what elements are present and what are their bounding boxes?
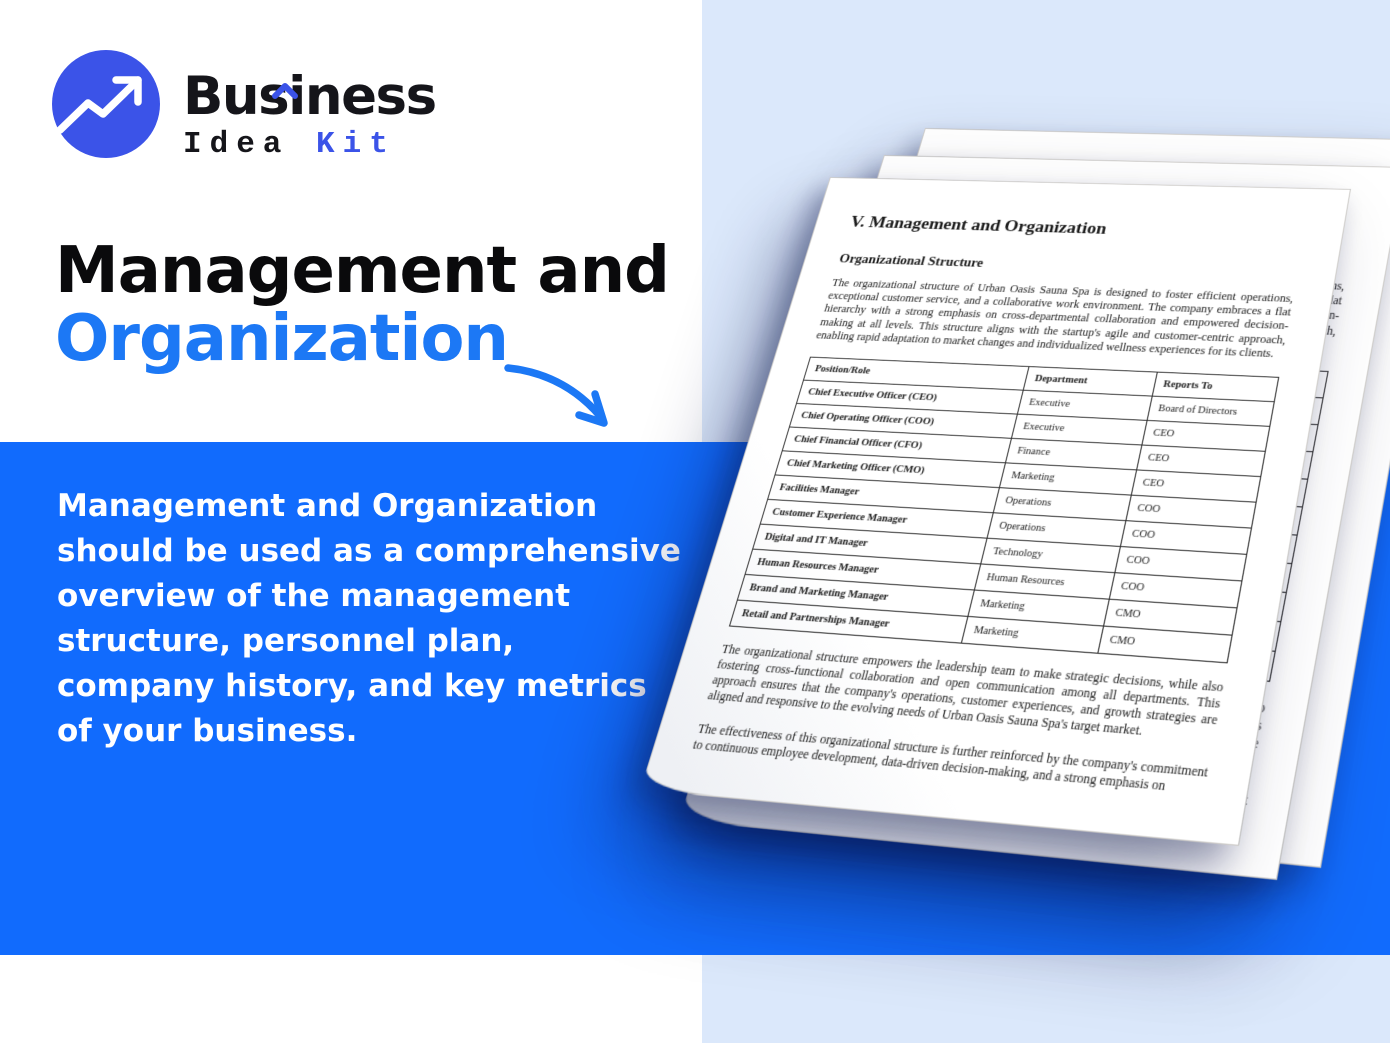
document-title: V. Management and Organization — [847, 214, 1109, 239]
org-structure-table: Position/Role Department Reports To Chief … — [729, 356, 1279, 664]
hero-description: Management and Organization should be us… — [57, 488, 681, 749]
curved-arrow-icon — [498, 352, 626, 448]
brand-subname-accent: Kit — [316, 127, 396, 162]
document-section-heading: Organizational Structure — [837, 252, 985, 271]
document-page-front: V. Management and Organization Organizat… — [640, 177, 1352, 846]
caret-icon — [272, 55, 298, 108]
org-structure-table-body: Chief Executive Officer (CEO) Executive Bo… — [729, 379, 1275, 663]
brand-name-line: Business — [183, 70, 503, 123]
page-title-line2: Organization — [55, 301, 509, 376]
page-title-line1: Management and — [55, 234, 670, 308]
brand-subname-line: Idea Kit — [183, 127, 503, 162]
brand-name: Business — [183, 66, 437, 127]
trend-up-arrow-icon — [52, 50, 160, 158]
brand-wordmark: Business Idea Kit — [183, 70, 503, 162]
page-title: Management and Organization — [55, 234, 670, 376]
document-intro-paragraph: The organizational structure of Urban Oa… — [814, 278, 1295, 360]
brand-subname-dark: Idea — [183, 127, 290, 162]
brand-logo: Business Idea Kit — [52, 50, 437, 162]
